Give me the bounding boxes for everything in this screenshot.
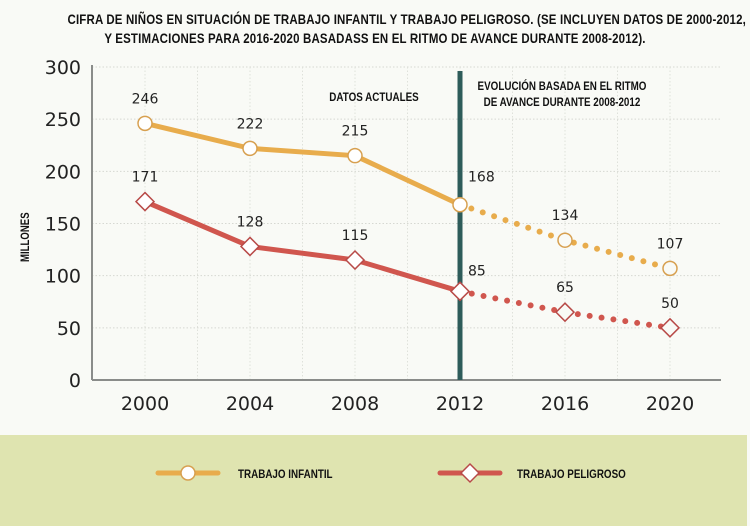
legend-symbols [155, 462, 503, 484]
annotation-datos-actuales: DATOS ACTUALES [329, 91, 418, 104]
data-label-trabajo-peligroso: 50 [661, 296, 679, 312]
data-point-trabajo-infantil [452, 196, 468, 213]
data-label-trabajo-infantil: 134 [552, 208, 579, 224]
data-label-trabajo-infantil: 107 [657, 236, 684, 252]
series-line-trabajo-peligroso [144, 199, 461, 294]
y-tick-label: 300 [45, 57, 81, 79]
y-tick-label: 0 [69, 370, 81, 392]
grid [92, 66, 721, 380]
chart-title-line-2: Y ESTIMACIONES PARA 2016-2020 BASADASS E… [104, 30, 646, 46]
x-tick-label: 2004 [226, 393, 274, 415]
series-group [134, 115, 681, 338]
data-label-trabajo-infantil: 215 [342, 124, 369, 140]
annotation-evolucion-line-1: EVOLUCIÓN BASADA EN EL RITMO [478, 79, 647, 93]
data-point-trabajo-peligroso [239, 236, 261, 257]
data-point-trabajo-peligroso [134, 191, 156, 212]
legend-circle-icon [180, 465, 196, 481]
data-label-trabajo-peligroso: 128 [237, 214, 264, 230]
data-label-trabajo-infantil: 168 [468, 170, 495, 186]
x-tick-label: 2008 [331, 393, 379, 415]
data-point-trabajo-peligroso [449, 281, 471, 302]
data-point-trabajo-infantil [242, 140, 258, 157]
y-tick-label: 50 [57, 318, 81, 340]
data-label-trabajo-peligroso: 115 [342, 228, 369, 244]
x-tick-label: 2012 [436, 393, 484, 415]
chart-title: CIFRA DE NIÑOS EN SITUACIÓN DE TRABAJO I… [67, 10, 746, 48]
data-point-trabajo-infantil [137, 115, 153, 132]
legend-label-trabajo-peligroso: TRABAJO PELIGROSO [517, 467, 626, 481]
series-line-trabajo-infantil [144, 120, 462, 207]
data-label-trabajo-peligroso: 171 [132, 170, 159, 186]
labels-group: 246 222 215 168 134 107 171 128 115 85 65 50 [132, 91, 684, 311]
x-tick-label: 2000 [121, 393, 169, 415]
data-point-trabajo-peligroso [554, 302, 576, 323]
annotation-evolucion-line-2: DE AVANCE DURANTE 2008-2012 [484, 96, 641, 109]
legend [0, 435, 747, 526]
data-point-trabajo-infantil [662, 260, 678, 277]
y-tick-label: 250 [45, 109, 81, 131]
legend-diamond-icon [459, 462, 481, 484]
data-label-trabajo-infantil: 222 [237, 116, 264, 132]
y-tick-label: 100 [45, 266, 81, 288]
y-tick-label: 150 [45, 214, 81, 236]
y-tick-label: 200 [45, 161, 81, 183]
chart-title-line-1: CIFRA DE NIÑOS EN SITUACIÓN DE TRABAJO I… [67, 11, 746, 27]
x-tick-label: 2020 [646, 393, 694, 415]
data-point-trabajo-peligroso [659, 317, 681, 338]
legend-label-trabajo-infantil: TRABAJO INFANTIL [238, 467, 333, 481]
data-point-trabajo-peligroso [344, 249, 366, 271]
data-label-trabajo-peligroso: 85 [468, 263, 486, 279]
x-tick-label: 2016 [541, 393, 589, 415]
data-label-trabajo-peligroso: 65 [556, 280, 574, 296]
data-point-trabajo-infantil [347, 147, 363, 164]
data-point-trabajo-infantil [557, 232, 573, 248]
axes: 0 50 100 150 200 250 300 2000 2004 2008 2012 2016 20… [45, 57, 721, 415]
data-label-trabajo-infantil: 246 [132, 91, 159, 107]
